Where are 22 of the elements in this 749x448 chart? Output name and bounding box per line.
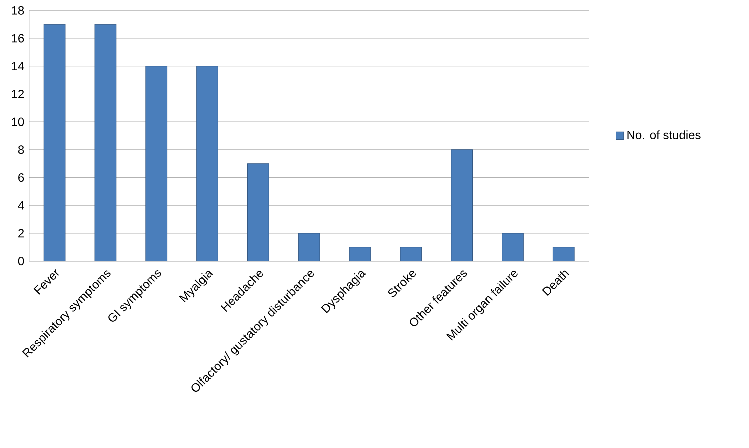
y-tick-label: 12 bbox=[12, 90, 24, 98]
y-tick-label: 6 bbox=[18, 174, 24, 182]
y-tick-label: 16 bbox=[12, 34, 24, 43]
y-tick-label: 18 bbox=[12, 6, 24, 15]
bar bbox=[298, 233, 320, 262]
y-tick-label: 8 bbox=[18, 146, 24, 154]
bar bbox=[400, 247, 422, 262]
y-tick-label: 2 bbox=[18, 229, 24, 238]
legend-label: No. of studies bbox=[628, 130, 701, 140]
bar bbox=[502, 233, 524, 262]
bar bbox=[146, 66, 168, 262]
bar bbox=[44, 24, 66, 262]
y-tick-label: 14 bbox=[12, 62, 24, 70]
y-tick-label: 4 bbox=[18, 201, 24, 210]
y-tick-label: 10 bbox=[12, 118, 24, 126]
bar bbox=[552, 247, 575, 262]
y-tick-label: 0 bbox=[18, 257, 24, 266]
bar bbox=[451, 150, 474, 262]
bar bbox=[349, 247, 372, 262]
bar bbox=[196, 66, 218, 262]
bar bbox=[94, 24, 117, 262]
bar bbox=[247, 164, 270, 262]
